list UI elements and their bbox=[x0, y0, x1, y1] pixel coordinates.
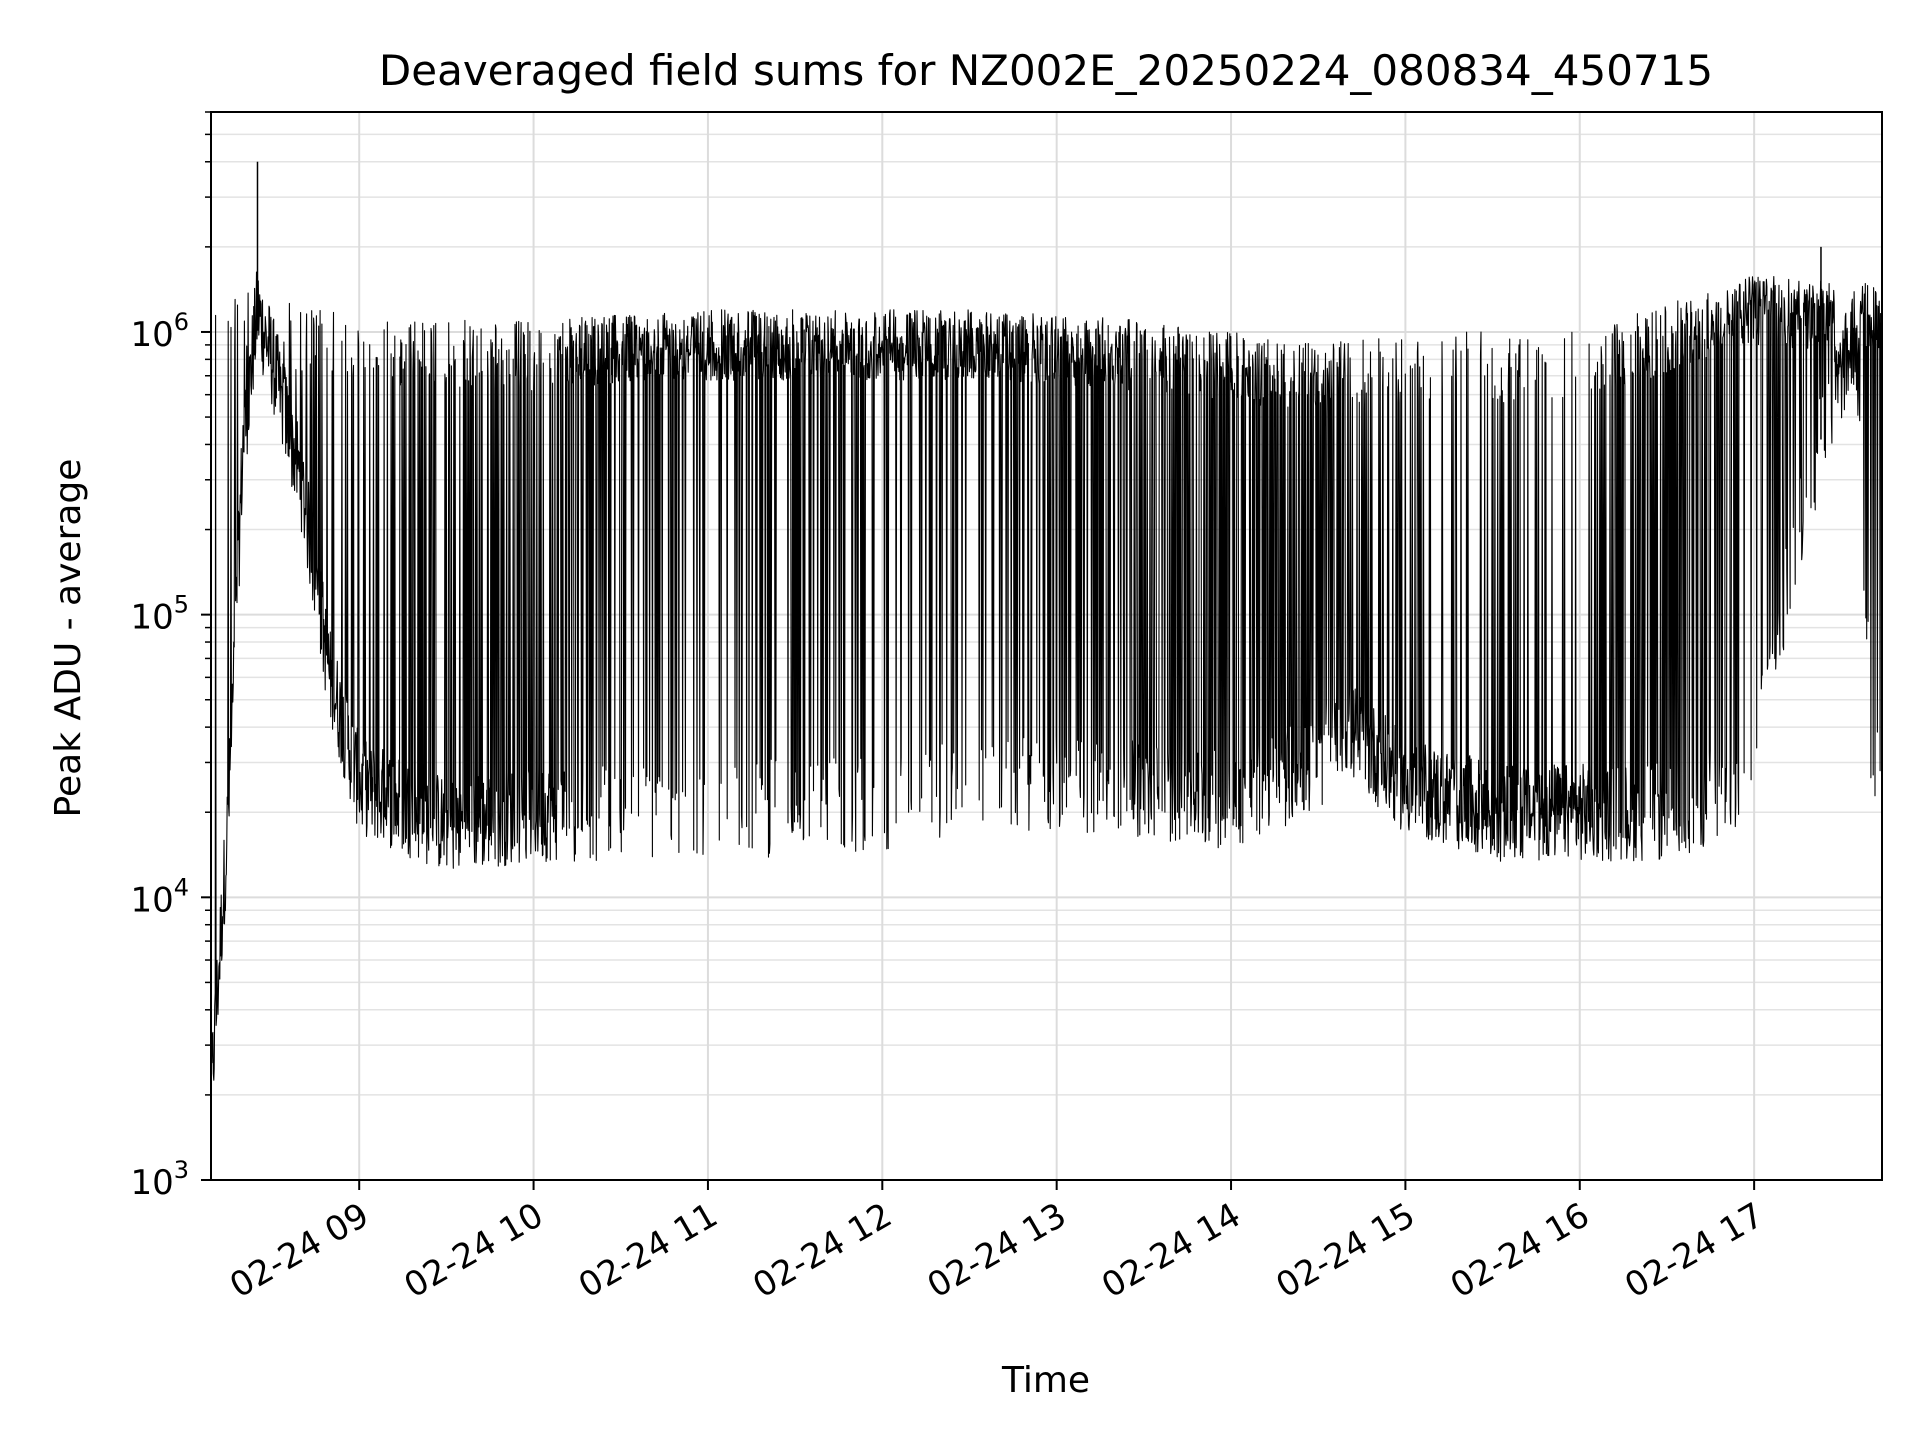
plot-area bbox=[210, 111, 1883, 1181]
chart-title: Deaveraged field sums for NZ002E_2025022… bbox=[379, 46, 1713, 95]
y-tick-label: 106 bbox=[130, 308, 189, 355]
x-axis-label: Time bbox=[1001, 1360, 1090, 1401]
y-tick-label: 105 bbox=[130, 591, 189, 638]
data-series bbox=[210, 161, 1883, 1115]
y-tick-label: 103 bbox=[130, 1156, 189, 1203]
y-tick-label: 104 bbox=[130, 873, 189, 920]
series-line bbox=[210, 271, 1883, 1115]
y-axis: 103 104 105 106 bbox=[130, 111, 211, 1203]
y-axis-label: Peak ADU - average bbox=[48, 459, 89, 818]
